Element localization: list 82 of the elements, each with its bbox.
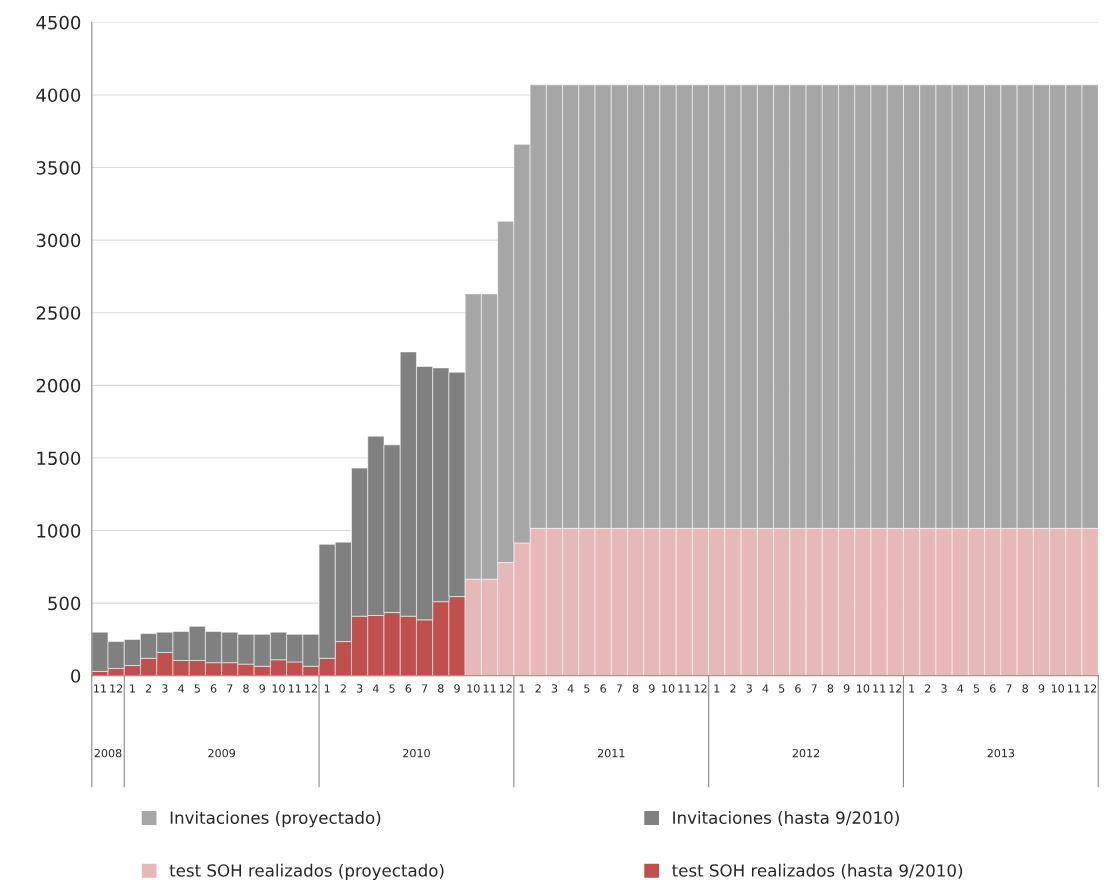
x-tick-label: 12	[694, 684, 707, 693]
x-tick-label: 9	[259, 684, 265, 693]
x-tick-label: 6	[795, 684, 801, 693]
x-tick-label: 11	[288, 684, 301, 693]
x-tick-label: 4	[762, 684, 769, 693]
legend-label: test SOH realizados (hasta 9/2010)	[672, 863, 963, 879]
text: 2011	[597, 748, 625, 758]
x-tick-label: 12	[889, 684, 902, 693]
x-tick-label: 10	[467, 684, 480, 693]
y-tick-label: 4500	[36, 15, 81, 30]
x-tick-label: 6	[210, 684, 217, 693]
x-tick-label: 7	[616, 684, 622, 693]
x-tick-label: 7	[227, 684, 233, 693]
x-tick-label: 6	[989, 684, 996, 693]
x-tick-label: 12	[305, 684, 317, 693]
x-tick-label: 8	[1022, 684, 1028, 693]
text: 2012	[792, 748, 820, 758]
y-tick-label: 3000	[36, 233, 81, 248]
x-tick-label: 10	[1051, 684, 1065, 693]
x-tick-label: 4	[178, 684, 184, 693]
x-tick-label: 2	[340, 684, 346, 693]
x-tick-label: 5	[779, 684, 785, 693]
x-tick-label: 8	[438, 684, 444, 693]
x-tick-label: 11	[873, 684, 886, 693]
x-tick-label: 1	[519, 684, 525, 693]
x-tick-label: 8	[243, 684, 249, 693]
x-tick-label: 3	[162, 684, 168, 693]
x-tick-label: 7	[811, 684, 817, 693]
legend-label: Invitaciones (hasta 9/2010)	[673, 811, 899, 826]
x-tick-label: 5	[194, 684, 200, 693]
x-tick-label: 9	[1038, 684, 1045, 693]
y-tick-label: 2500	[36, 306, 81, 320]
x-tick-label: 9	[454, 684, 460, 693]
legend-label: Invitaciones (proyectado)	[170, 811, 381, 828]
x-tick-label: 8	[632, 684, 639, 693]
y-tick-label: 2000	[36, 378, 81, 393]
x-tick-label: 11	[678, 684, 691, 693]
x-tick-label: 1	[130, 684, 135, 693]
x-tick-label: 12	[1084, 684, 1097, 693]
y-tick-label: 1000	[37, 524, 81, 538]
text: 2010	[403, 748, 430, 758]
x-tick-label: 7	[1006, 684, 1012, 693]
x-tick-label: 3	[941, 684, 947, 693]
x-tick-label: 6	[405, 684, 412, 693]
text: 2009	[208, 748, 236, 758]
x-tick-label: 3	[551, 684, 558, 693]
x-tick-label: 2	[145, 684, 152, 693]
x-tick-label: 12	[499, 684, 512, 693]
x-tick-label: 1	[714, 684, 720, 693]
x-tick-label: 4	[372, 684, 379, 693]
y-tick-label: 500	[48, 596, 81, 611]
x-tick-label: 10	[857, 684, 870, 693]
y-tick-label: 1500	[37, 451, 81, 466]
text: 2013	[987, 748, 1015, 758]
x-tick-label: 3	[356, 684, 363, 693]
x-tick-label: 5	[389, 684, 395, 693]
x-tick-label: 11	[1068, 684, 1080, 693]
y-tick-label: 4000	[36, 88, 81, 103]
x-tick-label: 9	[843, 684, 850, 693]
y-tick-label: 3500	[36, 161, 81, 175]
x-tick-label: 11	[483, 684, 496, 693]
x-tick-label: 8	[827, 684, 834, 693]
x-tick-label: 4	[567, 684, 574, 693]
x-tick-label: 2	[535, 684, 541, 693]
x-tick-label: 1	[909, 684, 915, 693]
x-tick-label: 6	[600, 684, 606, 693]
x-tick-label: 4	[957, 684, 964, 693]
text: 2008	[94, 748, 122, 758]
y-tick-label: 0	[71, 669, 81, 683]
legend-label: test SOH realizados (proyectado)	[169, 863, 444, 880]
x-tick-label: 11	[94, 684, 106, 693]
x-tick-label: 9	[649, 684, 655, 693]
x-tick-label: 12	[110, 684, 123, 693]
x-tick-label: 5	[584, 684, 590, 693]
x-tick-label: 3	[746, 684, 752, 693]
x-tick-label: 7	[421, 684, 428, 693]
x-tick-label: 2	[925, 684, 931, 693]
x-tick-label: 10	[662, 684, 675, 693]
x-tick-label: 1	[324, 684, 330, 693]
x-tick-label: 2	[730, 684, 736, 693]
x-tick-label: 10	[272, 684, 285, 693]
x-tick-label: 5	[973, 684, 980, 693]
